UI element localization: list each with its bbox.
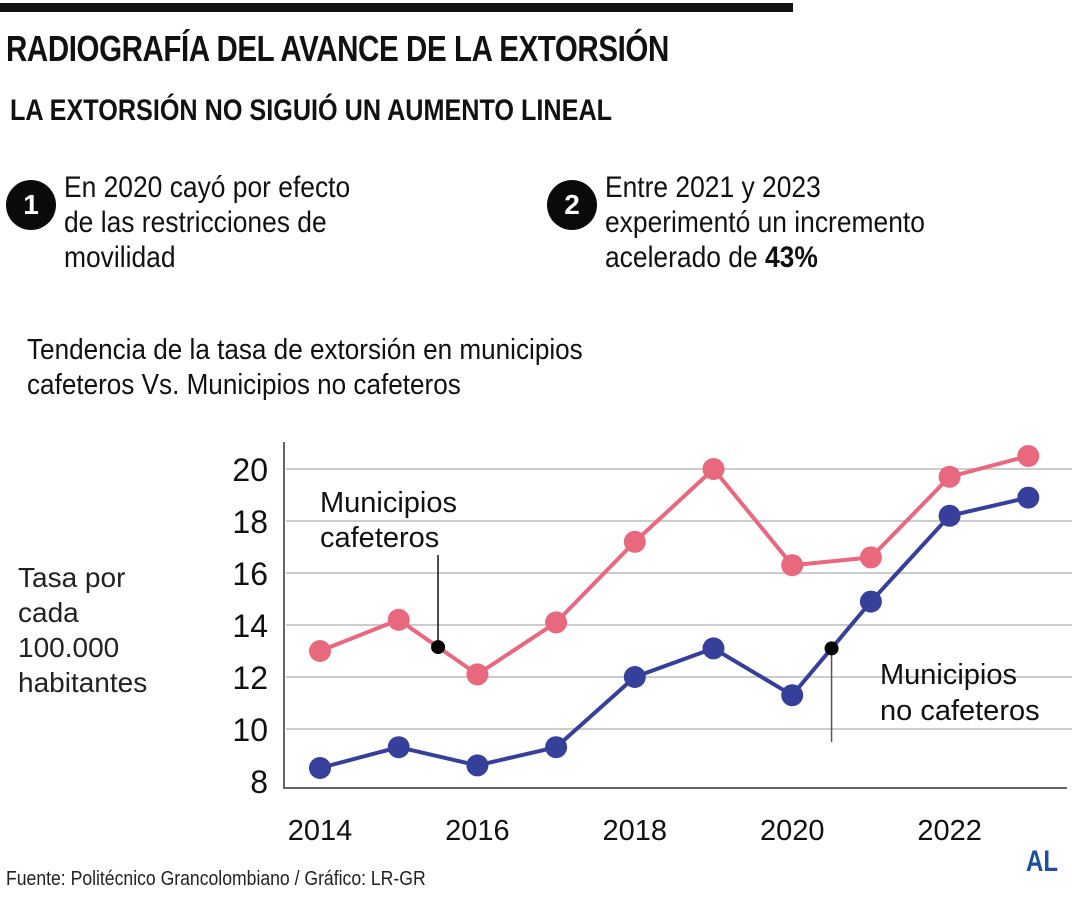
note-2-text: Entre 2021 y 2023 experimentó un increme… [605, 170, 925, 275]
page-subtitle: LA EXTORSIÓN NO SIGUIÓ UN AUMENTO LINEAL [10, 94, 613, 127]
data-point [781, 554, 804, 577]
note-line: Entre 2021 y 2023 [605, 171, 821, 204]
highlight-percent: 43% [764, 241, 818, 274]
y-axis-label-line: 100.000 [18, 632, 120, 663]
chart-title: Tendencia de la tasa de extorsión en mun… [27, 333, 583, 403]
y-axis-label-line: habitantes [18, 667, 148, 698]
brand-logo: AL [1026, 845, 1058, 878]
number-badge-2: 2 [547, 180, 597, 230]
x-tick-label: 2020 [760, 815, 825, 847]
data-point [702, 458, 725, 480]
y-tick-label: 16 [232, 556, 268, 592]
data-point [309, 640, 331, 662]
note-line: movilidad [64, 241, 176, 274]
note-line: de las restricciones de [64, 206, 327, 239]
note-text-prefix: acelerado de [605, 241, 765, 274]
note-line: acelerado de 43% [605, 240, 925, 275]
y-axis-label: Tasa por cada 100.000 habitantes [18, 560, 147, 700]
note-1: 1 En 2020 cayó por efecto de las restric… [6, 170, 389, 275]
source-footer: Fuente: Politécnico Grancolombiano / Grá… [6, 868, 426, 890]
data-point [702, 637, 725, 660]
top-rule [0, 3, 793, 12]
data-point [387, 608, 410, 631]
note-1-text: En 2020 cayó por efecto de las restricci… [64, 170, 350, 275]
data-point [1017, 486, 1040, 509]
data-point [545, 736, 568, 759]
data-point [623, 666, 646, 688]
series-label-cafeteros: cafeteros [320, 522, 439, 554]
series-label-no-cafeteros: no cafeteros [880, 695, 1040, 727]
series-line-no-cafeteros [319, 495, 1029, 770]
y-tick-label: 14 [232, 608, 268, 644]
y-tick-label: 18 [232, 504, 268, 540]
y-axis-label-line: cada [18, 597, 79, 628]
data-point [1017, 445, 1040, 467]
annotation-dot [431, 640, 446, 655]
y-tick-label: 8 [250, 764, 268, 800]
data-point [859, 546, 882, 569]
data-point [781, 684, 804, 707]
data-point [466, 663, 489, 686]
note-line: experimentó un incremento [605, 206, 925, 239]
chart-title-line: cafeteros Vs. Municipios no cafeteros [27, 369, 461, 401]
series-label-no-cafeteros: Municipios [880, 659, 1017, 691]
data-point [938, 504, 961, 527]
data-point [545, 611, 568, 634]
series-label-cafeteros: Municipios [320, 487, 457, 519]
x-tick-label: 2014 [288, 815, 353, 847]
x-tick-label: 2022 [917, 815, 982, 847]
y-tick-label: 10 [232, 712, 268, 748]
data-point [938, 465, 961, 488]
annotation-dot [824, 641, 839, 656]
page-title: RADIOGRAFÍA DEL AVANCE DE LA EXTORSIÓN [6, 28, 669, 69]
x-tick-label: 2018 [603, 815, 668, 847]
note-2: 2 Entre 2021 y 2023 experimentó un incre… [547, 170, 969, 275]
chart-title-line: Tendencia de la tasa de extorsión en mun… [27, 334, 583, 366]
y-tick-label: 20 [232, 452, 268, 488]
data-point [387, 736, 410, 759]
y-axis-label-line: Tasa por [18, 562, 126, 593]
data-point [309, 757, 331, 779]
data-point [859, 590, 882, 613]
note-line: En 2020 cayó por efecto [64, 171, 351, 204]
y-tick-label: 12 [232, 660, 268, 696]
data-point [623, 530, 646, 553]
data-point [466, 754, 489, 777]
number-badge-1: 1 [6, 180, 56, 230]
x-tick-label: 2016 [445, 815, 510, 847]
